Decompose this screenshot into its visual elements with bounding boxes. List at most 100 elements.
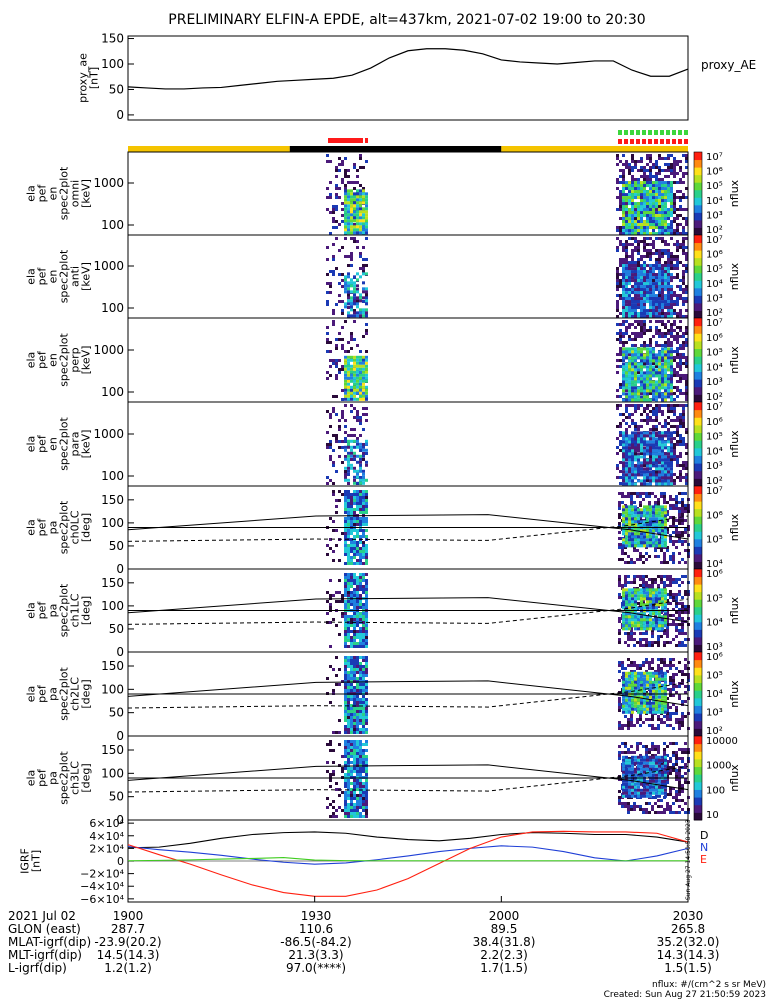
spectrogram-pixel <box>670 395 673 399</box>
spectrogram-pixel <box>625 612 628 616</box>
spectrogram-pixel <box>335 499 338 502</box>
spectrogram-pixel <box>682 246 685 249</box>
spectrogram-pixel <box>676 172 679 175</box>
spectrogram-pixel <box>658 353 661 357</box>
spectrogram-pixel <box>664 276 667 280</box>
spectrogram-pixel <box>353 219 356 223</box>
spectrogram-pixel <box>628 535 631 539</box>
spectrogram-pixel <box>365 364 368 368</box>
spectrogram-pixel <box>625 297 628 301</box>
spectrogram-pixel <box>359 189 362 193</box>
spectrogram-pixel <box>362 469 365 473</box>
spectrogram-pixel <box>338 455 341 458</box>
spectrogram-pixel <box>676 335 679 338</box>
spectrogram-pixel <box>655 172 658 175</box>
proxy-ae-legend: proxy_AE <box>701 58 756 72</box>
spectrogram-pixel <box>619 422 622 425</box>
spectrogram-pixel <box>362 201 365 205</box>
spectrogram-pixel <box>661 458 664 462</box>
spectrogram-pixel <box>359 627 362 630</box>
spectrogram-pixel <box>649 258 652 261</box>
spectrogram-pixel <box>362 364 365 368</box>
spectrogram-pixel <box>362 361 365 365</box>
science-zone-marker-green <box>624 130 628 135</box>
spectrogram-pixel <box>353 293 356 297</box>
spectrogram-pixel <box>628 315 631 319</box>
spectrogram-pixel <box>326 338 329 341</box>
spectrogram-pixel <box>661 193 664 197</box>
spectrogram-pixel <box>658 389 661 393</box>
spectrogram-pixel <box>664 297 667 301</box>
spectrogram-pixel <box>350 680 353 683</box>
spectrogram-pixel <box>640 300 643 304</box>
spectrogram-pixel <box>347 731 350 734</box>
spectrogram-pixel <box>347 397 350 401</box>
spectrogram-pixel <box>332 205 335 208</box>
spectrogram-pixel <box>678 513 681 516</box>
spectrogram-pixel <box>329 413 332 416</box>
spectrogram-pixel <box>667 193 670 197</box>
spectrogram-pixel <box>676 223 679 226</box>
spectrogram-pixel <box>661 461 664 465</box>
spectrogram-pixel <box>657 501 660 504</box>
spectrogram-pixel <box>344 376 347 380</box>
spectrogram-pixel <box>326 332 329 335</box>
spectrogram-pixel <box>326 410 329 413</box>
spectrogram-pixel <box>685 208 688 211</box>
spectrogram-pixel <box>655 410 658 413</box>
spectrogram-pixel <box>616 371 619 374</box>
spectrogram-pixel <box>670 255 673 258</box>
spectrogram-pixel <box>637 473 640 477</box>
spectrogram-pixel <box>625 196 628 200</box>
spectrogram-pixel <box>664 196 667 200</box>
spectrogram-pixel <box>353 493 356 496</box>
spectrogram-pixel <box>634 359 637 363</box>
spectrogram-pixel <box>673 163 676 166</box>
spectrogram-pixel <box>676 240 679 243</box>
spectrogram-pixel <box>353 364 356 368</box>
colorbar-segment <box>694 152 702 161</box>
spectrogram-pixel <box>676 365 679 368</box>
spectrogram-pixel <box>642 578 645 581</box>
spectrogram-pixel <box>684 519 687 522</box>
spectrogram-pixel <box>658 196 661 200</box>
spectrogram-pixel <box>670 202 673 206</box>
spectrogram-pixel <box>673 482 676 485</box>
spectrogram-pixel <box>356 367 359 371</box>
spectrogram-pixel <box>685 217 688 220</box>
spectrogram-pixel <box>658 380 661 384</box>
spectrogram-pixel <box>350 308 353 312</box>
colorbar-segment <box>694 463 702 472</box>
spectrogram-pixel <box>619 470 622 473</box>
spectrogram-pixel <box>359 166 362 169</box>
spectrogram-pixel <box>350 466 353 470</box>
spectrogram-pixel <box>655 181 658 185</box>
spectrogram-pixel <box>631 303 634 307</box>
spectrogram-pixel <box>338 368 341 371</box>
spectrogram-pixel <box>670 452 673 456</box>
spectrogram-pixel <box>338 490 341 493</box>
spectrogram-pixel <box>362 535 365 538</box>
spectrogram-pixel <box>658 258 661 261</box>
spectrogram-pixel <box>622 288 625 292</box>
spectrogram-pixel <box>667 449 670 453</box>
spectrogram-pixel <box>335 674 338 677</box>
spectrogram-pixel <box>622 511 625 515</box>
spectrogram-pixel <box>616 306 619 309</box>
spectrogram-pixel <box>682 252 685 255</box>
spectrogram-pixel <box>637 181 640 185</box>
spectrogram-pixel <box>326 431 329 434</box>
spectrogram-pixel <box>344 437 347 440</box>
spectrogram-pixel <box>682 377 685 380</box>
spectrogram-pixel <box>356 550 359 553</box>
spectrogram-pixel <box>681 608 684 611</box>
spectrogram-pixel <box>643 270 646 274</box>
spectrogram-pixel <box>634 320 637 323</box>
panel-tick-label: 1000 <box>93 259 124 273</box>
spectrogram-pixel <box>634 193 637 197</box>
spectrogram-pixel <box>353 520 356 523</box>
spectrogram-pixel <box>643 297 646 301</box>
spectrogram-pixel <box>618 641 621 644</box>
spectrogram-pixel <box>628 380 631 384</box>
spectrogram-pixel <box>637 220 640 224</box>
